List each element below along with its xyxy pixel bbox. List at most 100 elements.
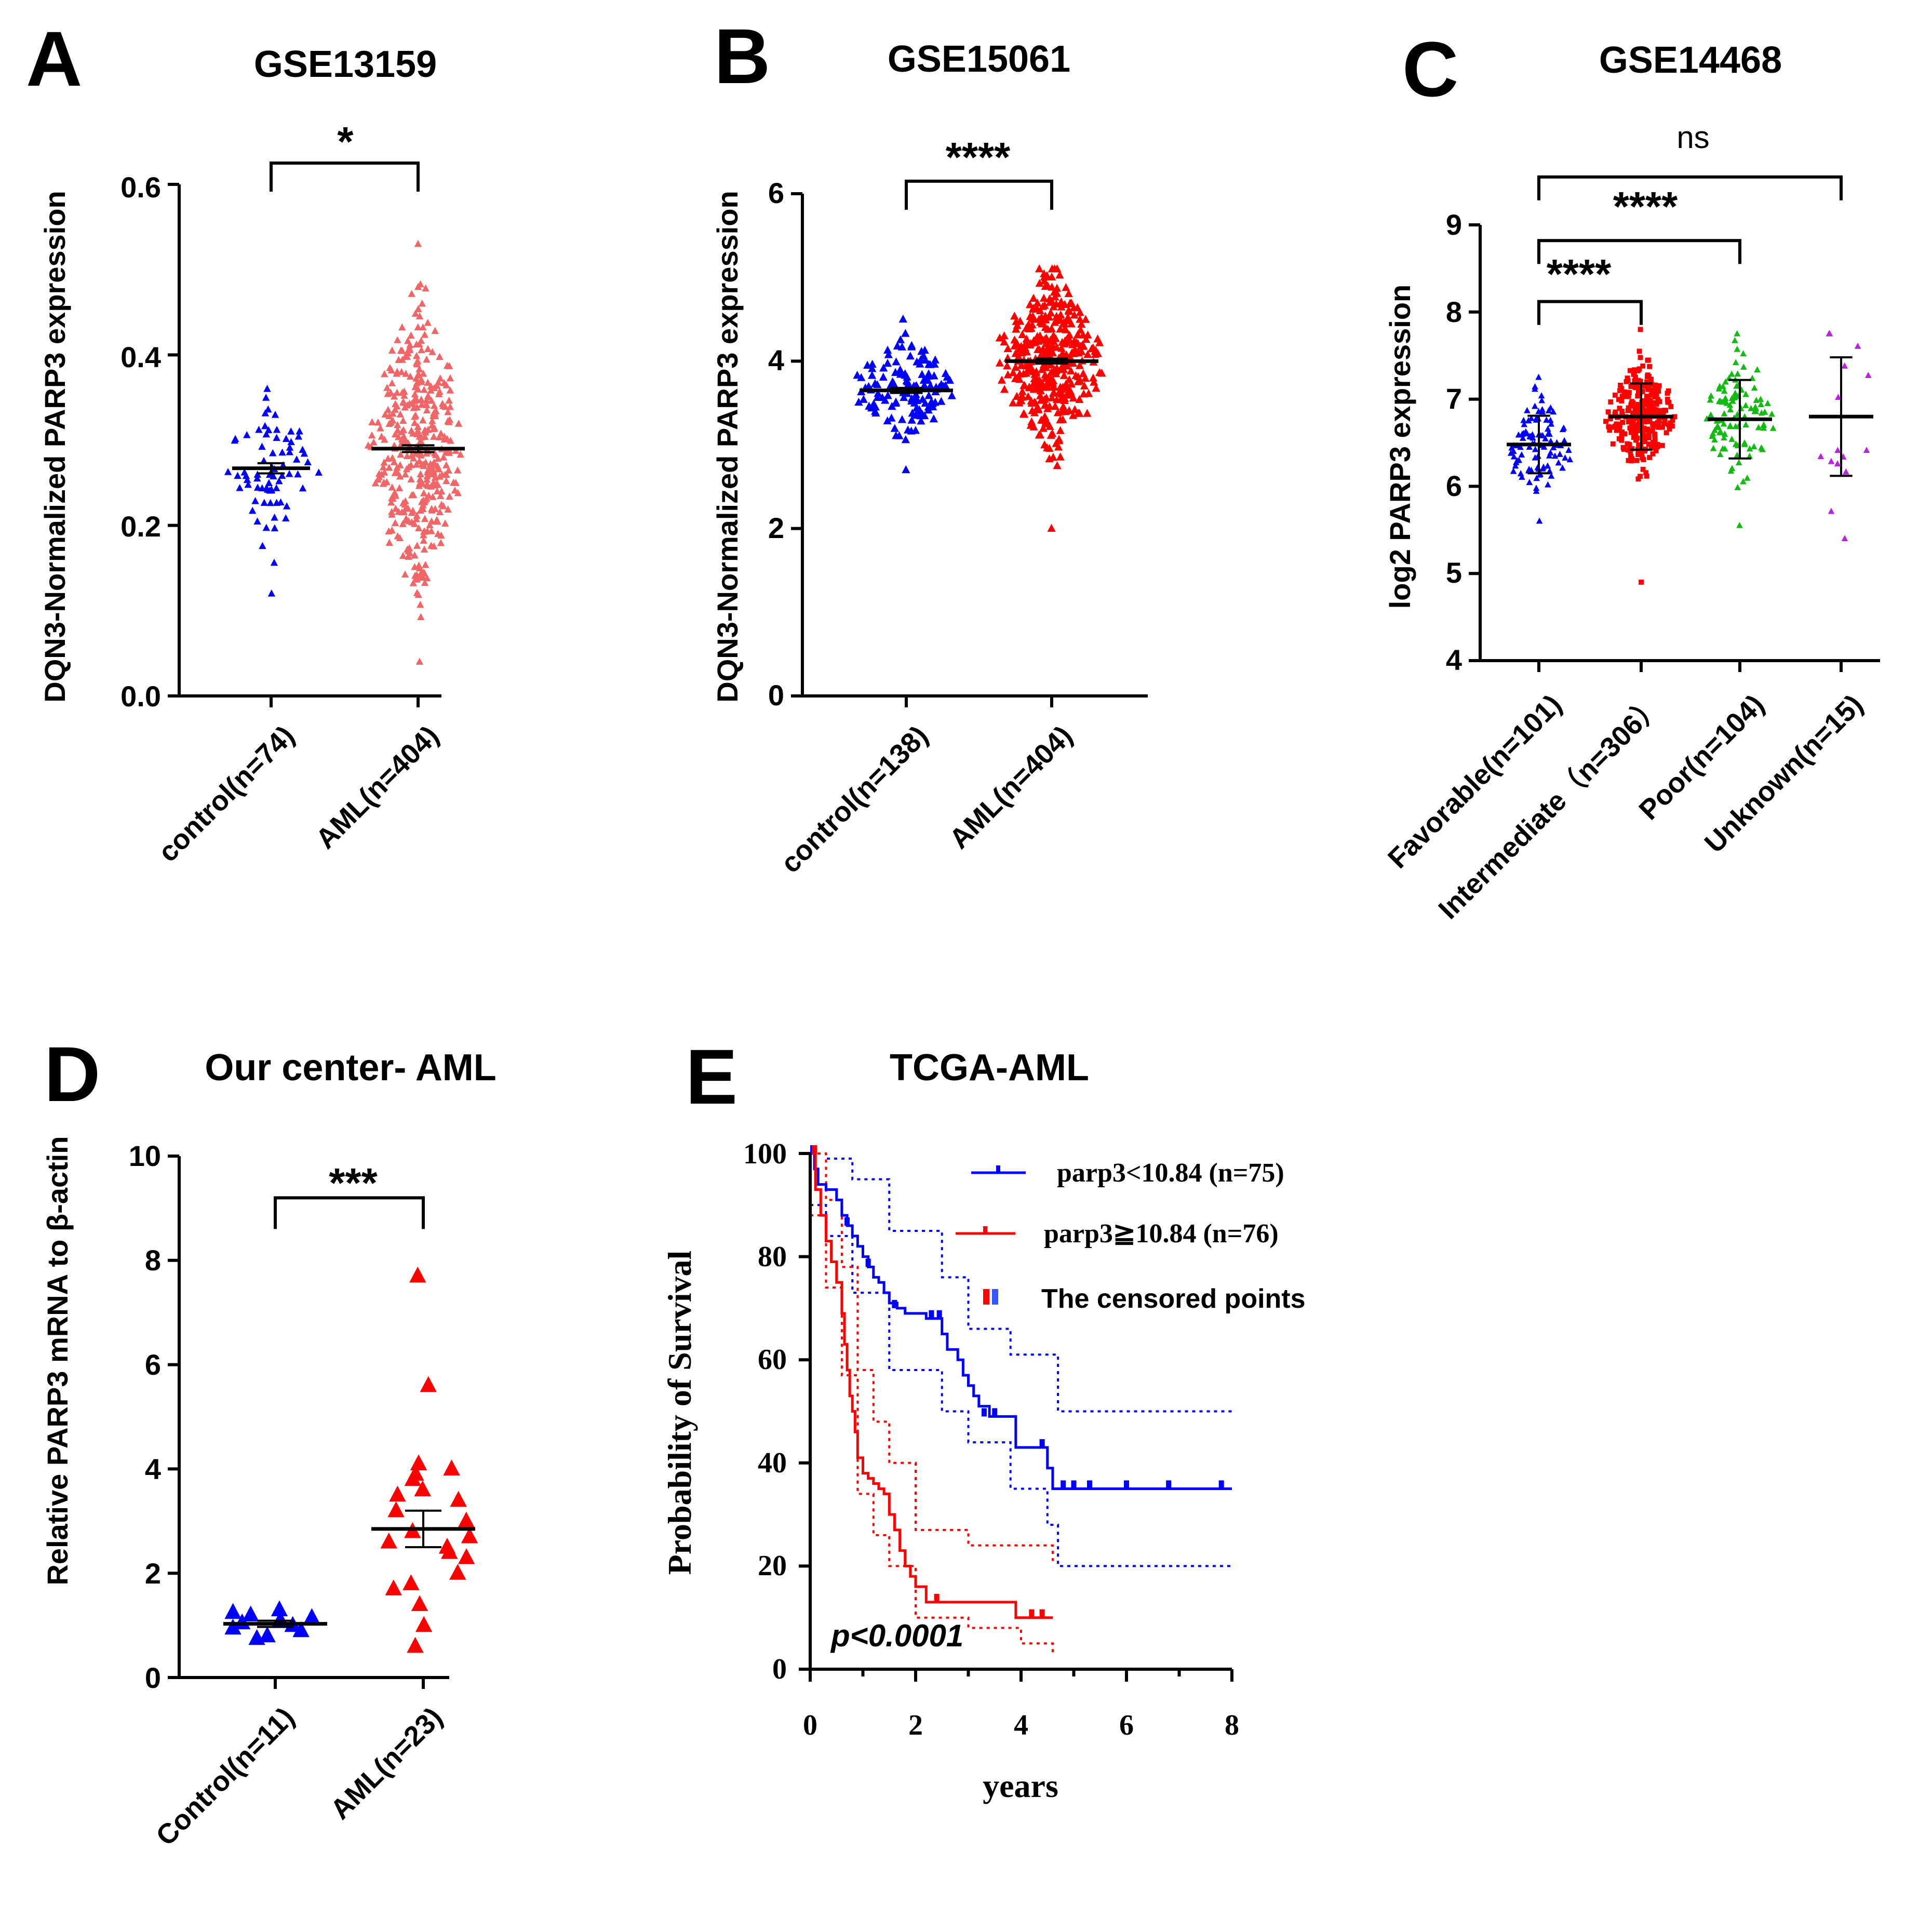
panel-a-aml-point bbox=[421, 426, 430, 434]
panel-a-aml-point bbox=[416, 573, 424, 581]
panel-a-aml-point bbox=[394, 532, 401, 540]
panel-c-favorable-point bbox=[1547, 417, 1554, 423]
panel-a-aml-point bbox=[398, 388, 406, 396]
panel-e-x-axis-title: years bbox=[983, 1767, 1058, 1804]
panel-c-intermediate-point bbox=[1606, 424, 1612, 430]
panel-a-aml-point bbox=[399, 520, 407, 527]
panel-a-control-point bbox=[269, 449, 277, 457]
panel-b-aml-point bbox=[1056, 310, 1065, 319]
panel-c-intermediate-point bbox=[1629, 399, 1635, 405]
panel-a-xtick-0: control(n=74) bbox=[152, 720, 300, 868]
panel-a-aml-point bbox=[368, 418, 376, 425]
panel-b-aml-point bbox=[1081, 373, 1090, 382]
panel-e-censored-blue bbox=[1218, 1480, 1224, 1489]
panel-b-aml-point bbox=[1037, 396, 1045, 404]
panel-e-y-ticks: 0 20 40 60 80 100 bbox=[743, 1138, 787, 1685]
panel-b-control-point bbox=[913, 396, 922, 405]
panel-b-aml-point bbox=[1080, 381, 1089, 390]
panel-b-aml-point bbox=[1097, 368, 1106, 377]
panel-c-poor-point bbox=[1720, 420, 1727, 427]
panel-a-aml-point bbox=[410, 404, 418, 411]
panel-c: C GSE14468 log2 PARP3 expression 4 5 6 7… bbox=[1382, 25, 1880, 925]
panel-a-control-point bbox=[275, 477, 283, 485]
panel-c-intermediate-point bbox=[1647, 364, 1652, 369]
panel-b-control-point bbox=[907, 415, 916, 424]
panel-a-control-point bbox=[262, 394, 270, 401]
panel-a-control-point bbox=[253, 471, 261, 478]
panel-b-aml-point bbox=[1066, 366, 1076, 374]
panel-a-aml-point bbox=[421, 561, 430, 568]
panel-c-intermediate-point bbox=[1627, 368, 1633, 373]
panel-c-intermediate-point bbox=[1644, 384, 1650, 389]
panel-b-aml-point bbox=[1051, 401, 1059, 410]
panel-a-aml-point bbox=[411, 390, 419, 398]
panel-c-intermediate-point bbox=[1621, 447, 1627, 452]
panel-c-favorable-point bbox=[1545, 430, 1552, 436]
panel-b-aml-point bbox=[1051, 287, 1060, 295]
panel-a-ytick-1: 0.2 bbox=[120, 510, 161, 543]
panel-c-intermediate-point bbox=[1630, 410, 1635, 416]
panel-b-aml-point bbox=[1056, 415, 1065, 424]
panel-b-aml-point bbox=[1057, 302, 1066, 311]
panel-b-aml-point bbox=[1045, 422, 1054, 430]
panel-b-control-point bbox=[903, 372, 911, 381]
panel-c-poor-point bbox=[1728, 435, 1735, 442]
panel-c-poor-point bbox=[1736, 521, 1743, 528]
panel-e-censored-blue bbox=[865, 1258, 871, 1267]
panel-b-aml-point bbox=[1093, 349, 1102, 357]
panel-c-intermediate-point bbox=[1672, 414, 1678, 420]
panel-c-poor-point bbox=[1727, 406, 1734, 412]
panel-b-aml-point bbox=[1083, 409, 1092, 417]
panel-b-points bbox=[853, 264, 1106, 532]
panel-a-control-point bbox=[273, 484, 280, 491]
panel-c-favorable-point bbox=[1510, 453, 1518, 460]
panel-b-aml-point bbox=[1051, 292, 1059, 301]
panel-b-aml-point bbox=[995, 333, 1004, 342]
panel-b-aml-point bbox=[1003, 344, 1012, 353]
panel-a-aml-point bbox=[442, 461, 450, 468]
panel-c-poor-point bbox=[1728, 370, 1735, 377]
panel-d-label: D bbox=[44, 1030, 100, 1118]
panel-b-aml-point bbox=[1041, 323, 1050, 331]
panel-d-aml-point bbox=[380, 1532, 397, 1549]
panel-b-aml-point bbox=[1064, 384, 1072, 392]
panel-d-title: Our center- AML bbox=[205, 1047, 496, 1089]
panel-d-control-point bbox=[242, 1605, 259, 1622]
panel-b-aml-point bbox=[1055, 435, 1064, 443]
panel-c-favorable-point bbox=[1535, 373, 1542, 380]
panel-c-title: GSE14468 bbox=[1599, 39, 1782, 81]
panel-a-aml-point bbox=[450, 478, 458, 486]
panel-d-xtick-0: Control(n=11) bbox=[150, 1701, 301, 1852]
panel-b-aml-point bbox=[1047, 324, 1056, 332]
panel-a-aml-point bbox=[423, 527, 432, 534]
panel-a-aml-point bbox=[418, 299, 426, 307]
panel-c-poor-point bbox=[1743, 474, 1751, 481]
panel-e-censored-blue bbox=[1166, 1480, 1172, 1489]
panel-a-aml-point bbox=[419, 416, 427, 424]
panel-a-aml-point bbox=[431, 409, 439, 416]
panel-c-poor-point bbox=[1716, 429, 1723, 435]
panel-a-control-point bbox=[224, 468, 232, 475]
panel-d-xtick-1: AML(n=23) bbox=[325, 1701, 449, 1826]
panel-a-aml-point bbox=[428, 417, 436, 424]
panel-c-poor-point bbox=[1734, 451, 1741, 458]
panel-e-ytick-5: 100 bbox=[743, 1138, 787, 1170]
panel-d-control-point bbox=[224, 1603, 242, 1619]
panel-b-aml-point bbox=[1084, 389, 1093, 397]
panel-c-intermediate-point bbox=[1619, 409, 1625, 414]
panel-c-favorable-point bbox=[1533, 485, 1540, 491]
panel-c-intermediate-point bbox=[1626, 419, 1631, 425]
panel-c-intermediate-point bbox=[1634, 423, 1640, 428]
panel-c-intermediate-point bbox=[1642, 398, 1648, 404]
panel-a-aml-point bbox=[381, 370, 388, 378]
panel-c-intermediate-point bbox=[1607, 427, 1613, 433]
panel-c-poor-point bbox=[1740, 350, 1747, 357]
panel-b-aml-point bbox=[1011, 348, 1020, 357]
panel-e-ytick-2: 40 bbox=[758, 1447, 787, 1479]
panel-d-significance: *** bbox=[274, 1160, 425, 1229]
panel-b-control-point bbox=[929, 414, 938, 423]
panel-e-lower-ci-blue bbox=[810, 1204, 1232, 1567]
panel-c-favorable-point bbox=[1538, 397, 1545, 404]
panel-c-intermediate-point bbox=[1645, 426, 1651, 432]
panel-b-aml-point bbox=[1064, 313, 1072, 321]
